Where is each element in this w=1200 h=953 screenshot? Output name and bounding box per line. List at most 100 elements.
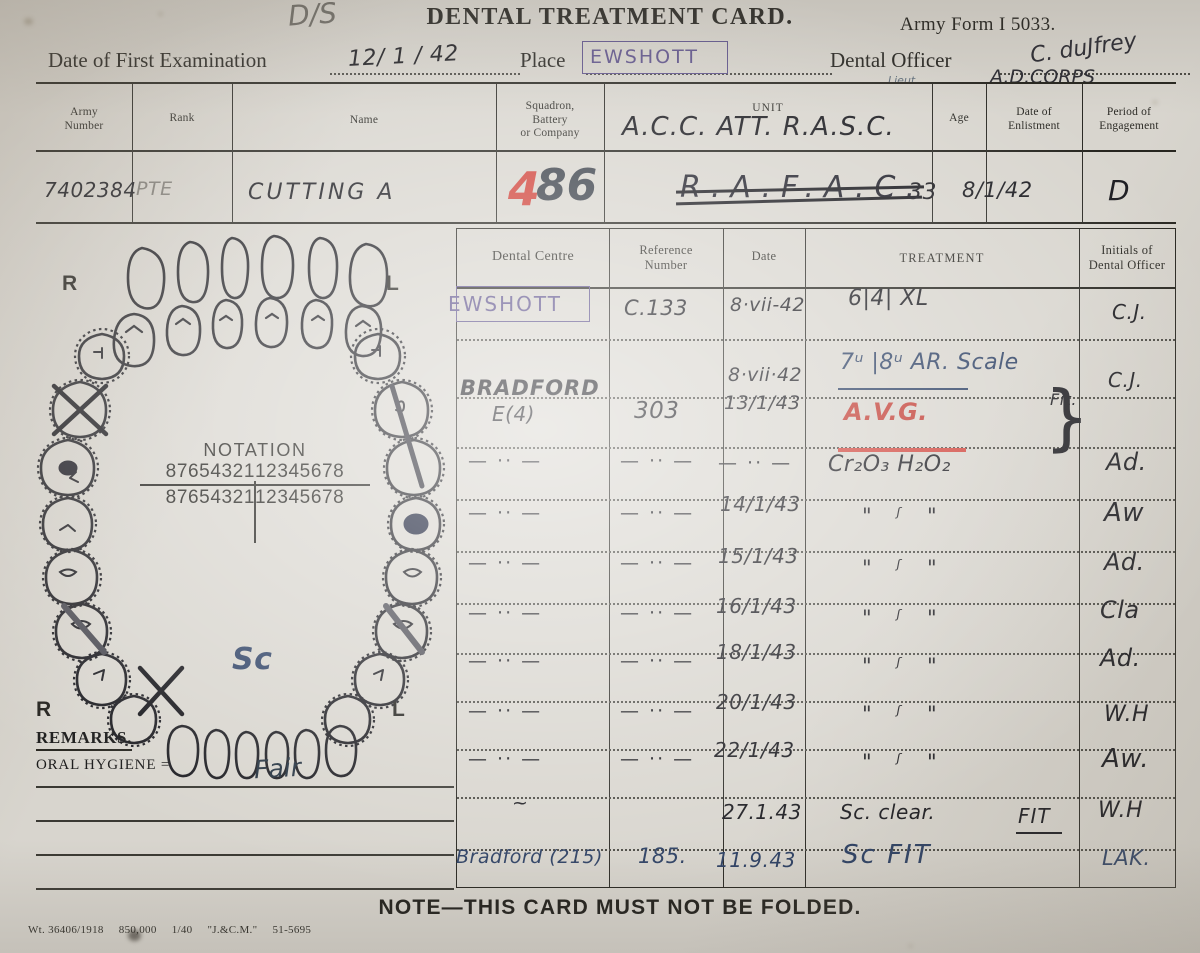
particulars-table: Army Number Rank Name Squadron, Battery or … xyxy=(36,82,1176,224)
treatment-detail-4: Cr₂O₃ H₂O₂ xyxy=(828,452,951,477)
treatment-centre-7: — ·· — xyxy=(468,602,543,624)
treatment-centre-3: BRADFORD xyxy=(460,376,600,400)
treatment-initials-12: LAK. xyxy=(1102,846,1151,870)
treatment-date-4: — ·· — xyxy=(718,452,793,474)
value-engagement: D xyxy=(1108,174,1131,207)
oral-hygiene-value: Fair xyxy=(253,752,302,785)
column-header-age: Age xyxy=(949,112,969,124)
remarks-title: REMARKS. xyxy=(36,728,132,751)
treatment-column-header-treatment: TREATMENT xyxy=(899,251,985,265)
chart-side-label-right-bottom: R xyxy=(36,698,52,721)
imprint-works: Wt. 36406/1918 xyxy=(28,924,104,936)
army-form-number: Army Form I 5033. xyxy=(900,14,1056,35)
value-age: 33 xyxy=(908,180,937,205)
treatment-column-header-date: Date xyxy=(751,249,777,263)
particulars-divider-2 xyxy=(232,84,233,222)
treatment-reference-10: — ·· — xyxy=(620,748,695,770)
remarks-block: REMARKS. ORAL HYGIENE = Fair xyxy=(36,728,456,890)
treatment-reference-4: — ·· — xyxy=(620,450,695,472)
treatment-initials-10: Aw. xyxy=(1102,744,1150,774)
treatment-brace-symbol: } xyxy=(1044,375,1091,459)
treatment-initials-3: Ad. xyxy=(1106,448,1147,476)
particulars-divider-7 xyxy=(1082,84,1083,222)
treatment-detail-8: " ᶴ " xyxy=(862,654,946,678)
date-of-first-examination-label: Date of First Examination xyxy=(48,48,267,72)
value-squadron-overwrite: 86 xyxy=(536,160,598,211)
remarks-rule-1 xyxy=(36,786,454,788)
treatment-detail-2: 7ᵘ |8ᵘ AR. Scale xyxy=(840,350,1019,375)
treatment-row-sep-10 xyxy=(457,797,1175,799)
treatment-row-sep-5 xyxy=(457,551,1175,553)
printer-imprint: Wt. 36406/1918 850,000 1/40 "J.&C.M." 51… xyxy=(28,924,323,936)
footer-notice: NOTE—THIS CARD MUST NOT BE FOLDED. xyxy=(378,896,862,919)
treatment-row-sep-6 xyxy=(457,603,1175,605)
place-value: EWSHOTT xyxy=(590,46,699,68)
treatment-initials-6: Ad. xyxy=(1104,548,1145,576)
teeth-left-posterior xyxy=(320,327,446,748)
treatment-centre-12: Bradford (215) xyxy=(456,846,603,868)
treatment-centre-10: — ·· — xyxy=(468,748,543,770)
treatment-detail-3: A.V.G. xyxy=(844,398,928,426)
date-dotted-rule xyxy=(330,73,520,75)
notation-upper-left: 12345678 xyxy=(255,461,345,482)
treatment-column-header-initials: Initials of Dental Officer xyxy=(1088,243,1166,272)
treatment-date-6: 15/1/43 xyxy=(718,544,799,568)
treatment-initials-11: W.H xyxy=(1098,798,1143,823)
page-title: DENTAL TREATMENT CARD. xyxy=(426,4,794,30)
column-header-rank: Rank xyxy=(169,112,195,124)
chart-side-label-left-bottom: L xyxy=(392,698,405,721)
treatment-detail-9: " ᶴ " xyxy=(862,702,946,726)
mark-filled-dot-upper-left xyxy=(403,513,429,535)
treatment-reference-6: — ·· — xyxy=(620,552,695,574)
treatment-centre-5: — ·· — xyxy=(468,502,543,524)
treatment-detail-7: " ᶴ " xyxy=(862,606,946,630)
treatment-initials-5: Aw xyxy=(1104,498,1145,528)
treatment-reference-1: C.133 xyxy=(624,296,688,320)
value-name: CUTTING A xyxy=(248,180,396,205)
treatment-date-1: 8·vii-42 xyxy=(730,294,805,316)
dental-officer-label: Dental Officer xyxy=(830,48,952,72)
treatment-table: Dental Centre Reference Number Date TREAT… xyxy=(456,228,1176,888)
treatment-divider-3 xyxy=(805,229,806,887)
treatment-detail-1: 6|4| XL xyxy=(848,286,929,311)
treatment-initials-9: W.H xyxy=(1104,702,1149,727)
corner-annotation-ds: D/S xyxy=(286,0,338,33)
treatment-divider-1 xyxy=(609,229,610,887)
date-of-first-examination-value: 12/ 1 / 42 xyxy=(347,41,460,72)
treatment-date-7: 16/1/43 xyxy=(716,594,797,618)
treatment-centre-6: — ·· — xyxy=(468,552,543,574)
imprint-job-number: 51-5695 xyxy=(272,924,312,936)
chart-side-label-left-top: L xyxy=(386,272,399,295)
oral-hygiene-label: ORAL HYGIENE = xyxy=(36,757,171,773)
value-enlistment: 8/1/42 xyxy=(962,178,1033,202)
notation-block: NOTATION 8765432112345678 87654321123456… xyxy=(140,440,370,543)
treatment-detail-2-underline xyxy=(838,388,968,390)
treatment-row-sep-7 xyxy=(457,653,1175,655)
treatment-date-10: 22/1/43 xyxy=(714,738,795,762)
treatment-reference-9: — ·· — xyxy=(620,700,695,722)
mark-extracted-cross-upper-right xyxy=(51,383,109,437)
treatment-initials-8: Ad. xyxy=(1100,644,1141,672)
treatment-date-11: 27.1.43 xyxy=(722,800,802,824)
treatment-centre-1: EWSHOTT xyxy=(448,292,562,316)
imprint-quantity: 850,000 xyxy=(118,924,157,936)
treatment-centre-8: — ·· — xyxy=(468,650,543,672)
treatment-reference-5: — ·· — xyxy=(620,502,695,524)
treatment-centre-9: — ·· — xyxy=(468,700,543,722)
column-header-enlistment: Date of Enlistment xyxy=(1008,106,1060,132)
treatment-row-sep-4 xyxy=(457,499,1175,501)
column-header-squadron: Squadron, Battery or Company xyxy=(520,100,580,140)
notation-lower-left: 12345678 xyxy=(255,487,345,508)
treatment-date-3: 13/1/43 xyxy=(724,392,801,414)
treatment-detail-11-fit: FIT xyxy=(1018,804,1051,828)
treatment-date-5: 14/1/43 xyxy=(720,492,801,516)
dental-chart: NOTATION 8765432112345678 87654321123456… xyxy=(30,228,460,780)
treatment-centre-4: — ·· — xyxy=(468,450,543,472)
treatment-detail-12: Sc FIT xyxy=(842,840,932,870)
notation-upper-right: 87654321 xyxy=(165,461,255,482)
remarks-rule-2 xyxy=(36,820,454,822)
value-squadron-red: 4 xyxy=(508,162,540,216)
imprint-printer: "J.&C.M." xyxy=(207,924,258,936)
treatment-initials-2: C.J. xyxy=(1108,368,1143,392)
